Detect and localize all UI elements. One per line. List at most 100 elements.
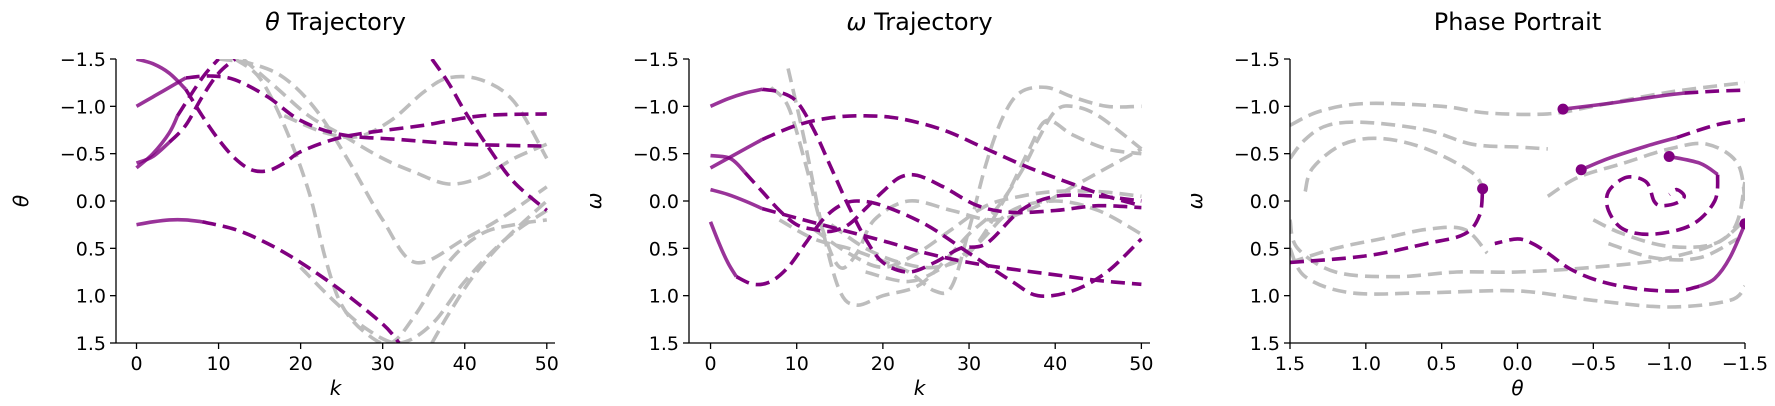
series-line-8 xyxy=(1592,218,1745,250)
series-line-6 xyxy=(430,199,549,343)
y-tick-label: −1.0 xyxy=(633,96,679,118)
y-tick-label: −1.0 xyxy=(1234,96,1280,118)
x-tick-label: 0 xyxy=(704,353,716,375)
y-tick-label: 1.0 xyxy=(76,286,106,308)
x-tick-label: 30 xyxy=(371,353,395,375)
series-line-11 xyxy=(1562,91,1685,111)
x-tick-label: 30 xyxy=(957,353,981,375)
series-line-12 xyxy=(1684,88,1745,95)
series-line-17 xyxy=(1698,222,1745,288)
y-tick-label: −0.5 xyxy=(60,144,106,166)
series-line-5 xyxy=(299,209,548,343)
series-line-13 xyxy=(710,187,763,211)
x-tick-label: −0.5 xyxy=(1570,353,1616,375)
y-axis-label: ω xyxy=(582,193,606,210)
y-tick-label: −0.5 xyxy=(1234,144,1280,166)
y-tick-label: 1.5 xyxy=(76,333,106,355)
y-tick-label: 0.0 xyxy=(76,191,106,213)
series-line-3 xyxy=(778,85,1142,296)
series-line-11 xyxy=(710,153,747,174)
series-line-4 xyxy=(283,74,549,160)
chart-panel-2: ω Trajectory −1.5 −1.0 −0.5 0.0 0.5 1.0 1.5 0 10 2… xyxy=(582,8,1153,400)
series-line-10 xyxy=(1290,188,1485,265)
series-line-9 xyxy=(135,76,187,108)
chart-title: θ Trajectory xyxy=(265,8,406,36)
series-line-14 xyxy=(1676,117,1745,140)
x-tick-label: 50 xyxy=(535,353,559,375)
series-line-6 xyxy=(865,199,1143,284)
x-tick-label: −1.0 xyxy=(1646,353,1692,375)
series-line-14 xyxy=(168,59,237,144)
series-group xyxy=(135,59,549,343)
state-marker-5 xyxy=(1739,218,1745,230)
series-line-12 xyxy=(743,171,1142,234)
chart-panel-3: Phase Portrait−1.5−1.0−0.50.00.51.01.51.… xyxy=(1183,8,1768,400)
x-tick-label: 50 xyxy=(1129,353,1153,375)
x-tick-label: 20 xyxy=(289,353,313,375)
series-line-17 xyxy=(430,59,548,212)
x-tick-label: 0 xyxy=(130,353,142,375)
series-line-12 xyxy=(175,59,220,117)
state-marker-4 xyxy=(1663,151,1675,163)
x-tick-label: 0.0 xyxy=(1502,353,1532,375)
state-marker-3 xyxy=(1575,164,1587,176)
series-line-8 xyxy=(184,88,547,174)
y-tick-label: 0.0 xyxy=(1250,191,1280,213)
chart-title-symbol: θ xyxy=(265,8,280,36)
y-axis-label: θ xyxy=(9,195,33,207)
series-line-10 xyxy=(761,113,1142,208)
chart-title-symbol: ω xyxy=(846,8,866,36)
series-line-13 xyxy=(135,140,171,165)
y-tick-label: 0.5 xyxy=(76,238,106,260)
series-line-2 xyxy=(1290,120,1548,160)
x-tick-label: 40 xyxy=(453,353,477,375)
series-line-15 xyxy=(1668,154,1719,177)
y-tick-label: −1.5 xyxy=(1234,49,1280,71)
y-tick-label: 1.0 xyxy=(649,286,679,308)
series-line-18 xyxy=(1494,237,1700,293)
x-axis-label: θ xyxy=(1511,376,1523,400)
series-line-16 xyxy=(735,199,1143,298)
series-line-7 xyxy=(709,87,763,108)
series-line-15 xyxy=(136,217,203,227)
y-tick-label: −1.5 xyxy=(60,49,106,71)
y-tick-label: −0.5 xyxy=(633,144,679,166)
series-line-15 xyxy=(708,221,738,278)
y-tick-label: −1.5 xyxy=(633,49,679,71)
series-line-14 xyxy=(761,206,1142,287)
x-axis-label: k xyxy=(330,376,343,400)
y-tick-label: 1.5 xyxy=(649,333,679,355)
series-line-10 xyxy=(185,74,547,148)
y-tick-label: 1.0 xyxy=(1250,286,1280,308)
series-line-7 xyxy=(135,59,187,91)
x-tick-label: 20 xyxy=(871,353,895,375)
chart-title-text: Trajectory xyxy=(866,8,992,36)
y-tick-label: 0.5 xyxy=(649,238,679,260)
series-line-9 xyxy=(1607,237,1739,262)
series-line-16 xyxy=(201,220,401,343)
series-group xyxy=(1290,80,1745,309)
x-tick-label: 0.5 xyxy=(1427,353,1457,375)
series-line-3 xyxy=(242,59,548,186)
series-line-4 xyxy=(1290,225,1489,265)
chart-panel-1: θ Trajectory −1.5 −1.0 −0.5 0.0 0.5 1.0 1.5 0 10 2… xyxy=(9,8,559,400)
series-line-8 xyxy=(761,87,1142,274)
x-tick-label: 1.0 xyxy=(1351,353,1381,375)
chart-title: ω Trajectory xyxy=(846,8,992,36)
series-line-1 xyxy=(218,59,548,265)
series-line-7 xyxy=(1546,141,1745,202)
series-line-1 xyxy=(1290,80,1745,127)
x-tick-label: 1.5 xyxy=(1275,353,1305,375)
series-group xyxy=(708,68,1143,307)
chart-title-text: Trajectory xyxy=(280,8,406,36)
series-line-9 xyxy=(709,137,764,170)
y-axis-label: ω xyxy=(1183,193,1207,210)
series-line-5 xyxy=(812,189,1142,270)
y-tick-label: 0.5 xyxy=(1250,238,1280,260)
x-axis-label: k xyxy=(914,376,927,400)
y-tick-label: −1.0 xyxy=(60,96,106,118)
series-line-2 xyxy=(233,59,548,343)
x-tick-label: −1.5 xyxy=(1722,353,1768,375)
series-line-6 xyxy=(1290,247,1745,309)
